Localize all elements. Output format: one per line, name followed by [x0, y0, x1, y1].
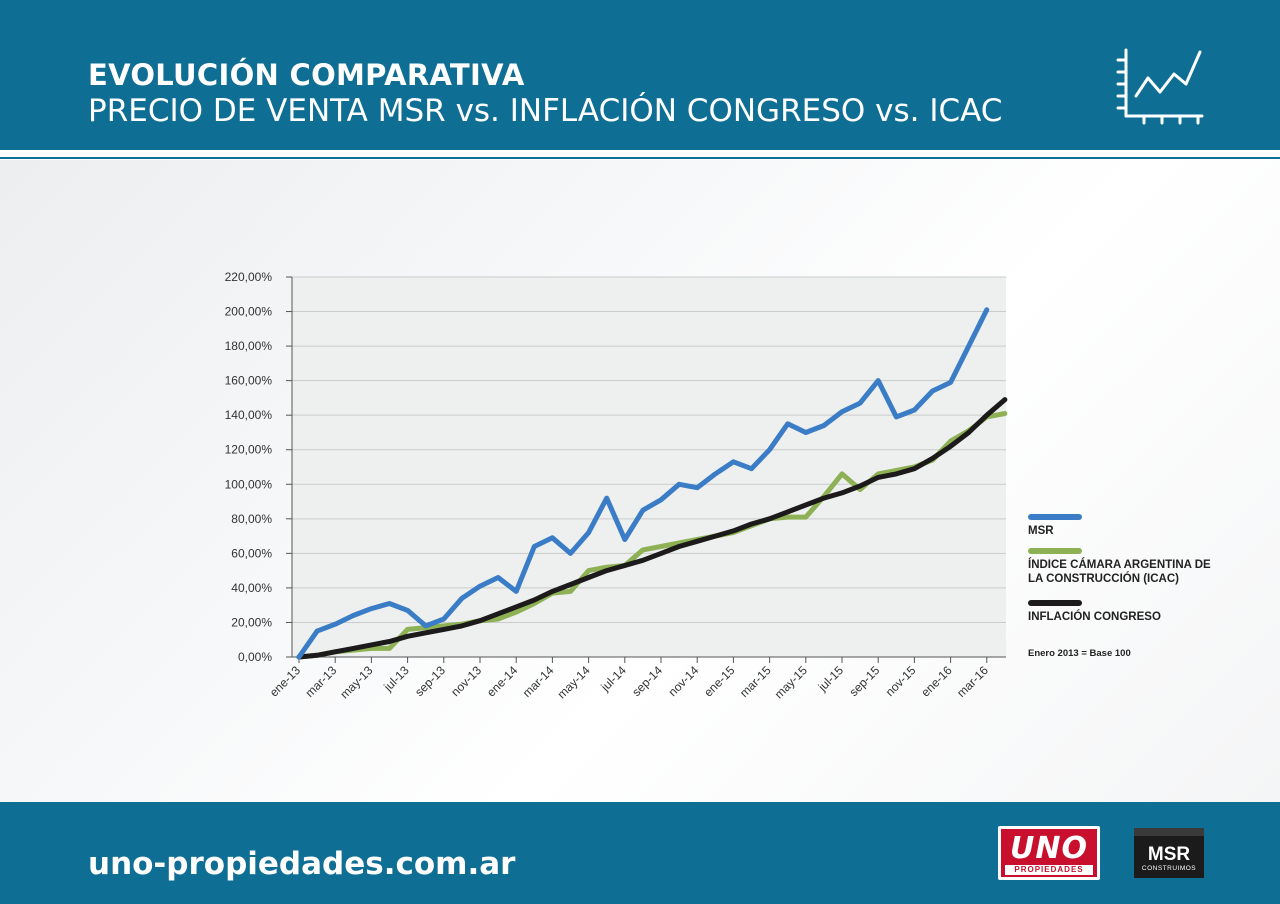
- plot-area: [292, 277, 1006, 657]
- legend-swatch-inflacion: [1028, 600, 1082, 606]
- line-chart-icon: [1116, 48, 1204, 125]
- x-tick-label: jul-15: [815, 663, 847, 695]
- msr-logo-text: MSR: [1147, 844, 1191, 865]
- y-tick-label: 100,00%: [225, 477, 273, 491]
- x-tick-label: ene-15: [701, 663, 738, 700]
- uno-propiedades-logo: UNO PROPIEDADES: [998, 826, 1100, 880]
- y-tick-label: 60,00%: [231, 546, 272, 560]
- y-tick-label: 160,00%: [225, 374, 273, 388]
- x-tick-label: nov-14: [665, 663, 701, 699]
- legend-item-icac: ÍNDICE CÁMARA ARGENTINA DE LA CONSTRUCCI…: [1028, 548, 1218, 586]
- x-tick-label: may-15: [772, 663, 810, 701]
- y-tick-label: 80,00%: [231, 512, 272, 526]
- legend-item-msr: MSR: [1028, 514, 1228, 538]
- header-divider: [0, 157, 1280, 159]
- y-tick-label: 180,00%: [225, 339, 273, 353]
- x-tick-label: sep-15: [846, 663, 882, 699]
- y-tick-label: 0,00%: [238, 650, 272, 664]
- legend-label-icac: ÍNDICE CÁMARA ARGENTINA DE LA CONSTRUCCI…: [1028, 559, 1211, 585]
- legend-label-inflacion: INFLACIÓN CONGRESO: [1028, 611, 1161, 623]
- legend-note: Enero 2013 = Base 100: [1028, 648, 1131, 659]
- msr-logo-subtext: CONSTRUIMOS: [1141, 865, 1197, 872]
- x-tick-label: ene-14: [484, 663, 521, 700]
- msr-construimos-logo: MSR CONSTRUIMOS: [1134, 828, 1204, 878]
- x-tick-label: sep-14: [629, 663, 665, 699]
- page-title: EVOLUCIÓN COMPARATIVA: [88, 58, 525, 92]
- x-tick-label: jul-14: [598, 663, 630, 695]
- y-tick-label: 140,00%: [225, 408, 273, 422]
- footer-url[interactable]: uno-propiedades.com.ar: [88, 846, 516, 882]
- x-tick-label: jul-13: [380, 663, 412, 695]
- x-tick-label: mar-14: [520, 663, 557, 700]
- x-tick-label: mar-13: [303, 663, 340, 700]
- x-tick-label: nov-15: [883, 663, 919, 699]
- uno-logo-subtext: PROPIEDADES: [1005, 865, 1093, 875]
- legend-item-inflacion: INFLACIÓN CONGRESO: [1028, 600, 1228, 624]
- y-tick-label: 200,00%: [225, 305, 273, 319]
- y-tick-label: 20,00%: [231, 615, 272, 629]
- x-tick-label: sep-13: [412, 663, 448, 699]
- series-line-msr: [296, 307, 990, 660]
- legend-label-msr: MSR: [1028, 525, 1054, 537]
- x-tick-label: mar-16: [954, 663, 991, 700]
- legend-swatch-msr: [1028, 514, 1082, 520]
- series-line-inflacion: [296, 397, 1008, 660]
- uno-logo-text: UNO: [1010, 831, 1088, 866]
- y-tick-label: 40,00%: [231, 581, 272, 595]
- x-tick-label: may-14: [555, 663, 593, 701]
- msr-logo-bar: [1134, 828, 1204, 836]
- y-tick-label: 220,00%: [225, 270, 273, 284]
- x-tick-label: mar-15: [737, 663, 774, 700]
- legend-swatch-icac: [1028, 548, 1082, 554]
- page-subtitle: PRECIO DE VENTA MSR vs. INFLACIÓN CONGRE…: [88, 93, 1003, 129]
- header-banner: EVOLUCIÓN COMPARATIVA PRECIO DE VENTA MS…: [0, 0, 1280, 150]
- y-tick-label: 120,00%: [225, 443, 273, 457]
- x-tick-label: ene-16: [918, 663, 955, 700]
- x-tick-label: nov-13: [448, 663, 484, 699]
- series-line-icac: [296, 411, 1008, 660]
- x-tick-label: may-13: [337, 663, 375, 701]
- x-tick-label: ene-13: [267, 663, 304, 700]
